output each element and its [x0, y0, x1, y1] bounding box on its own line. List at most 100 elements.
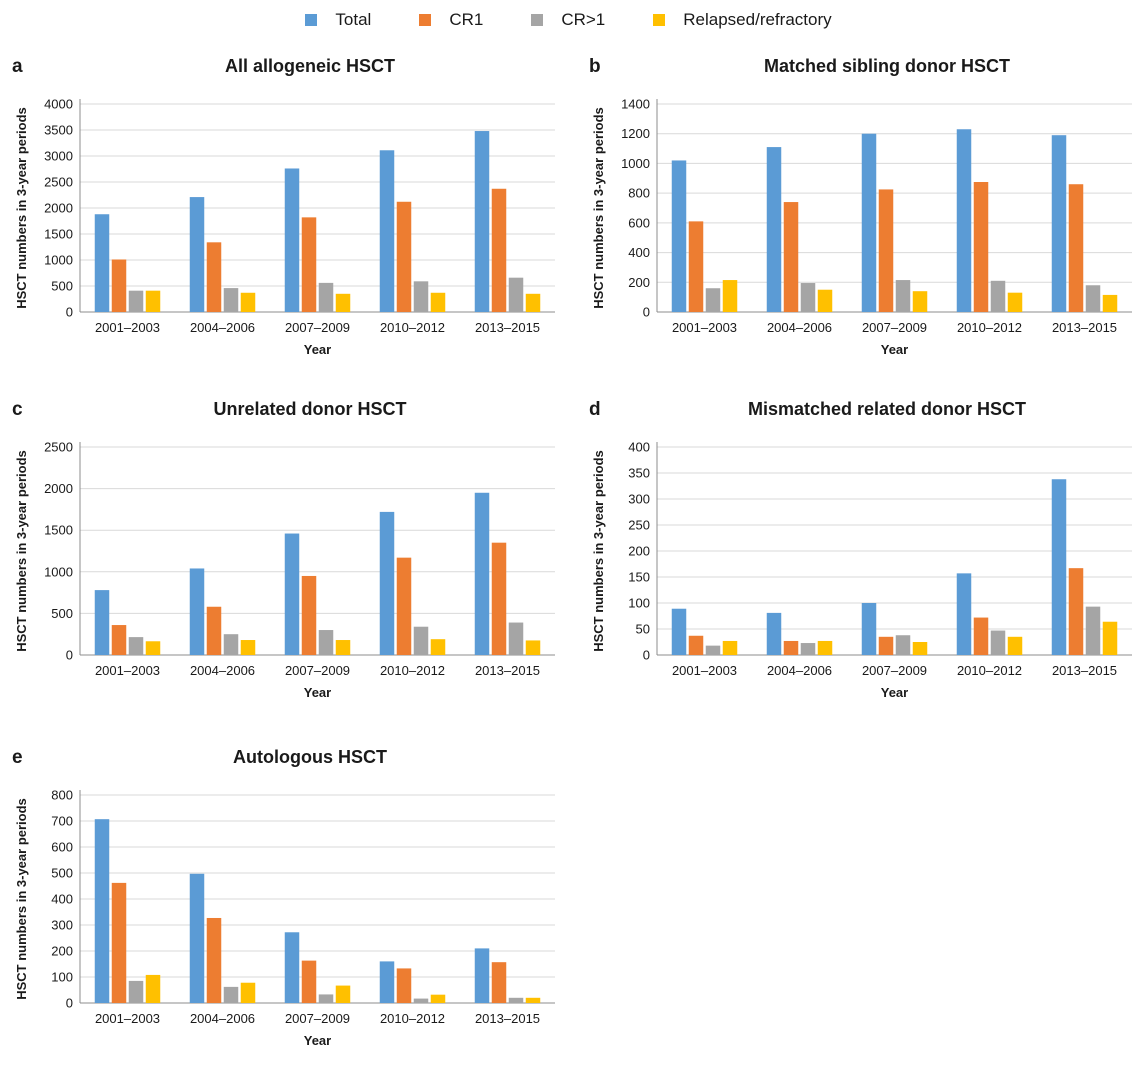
bar-cr-gt-1 [128, 637, 144, 655]
bar-total [1051, 479, 1067, 655]
bar-cr-gt-1 [223, 986, 239, 1003]
bar-relapsed-refractory [817, 640, 833, 655]
bar-cr1 [396, 557, 412, 655]
x-tick-label: 2013–2015 [1052, 663, 1117, 678]
bar-cr1 [491, 188, 507, 312]
bar-cr-gt-1 [990, 630, 1006, 655]
bar-total [379, 961, 395, 1003]
bar-cr1 [396, 201, 412, 312]
bar-total [861, 603, 877, 655]
bar-relapsed-refractory [240, 982, 256, 1003]
y-tick-label: 250 [628, 518, 650, 533]
legend-item-relapsed-refractory: Relapsed/refractory [653, 10, 832, 30]
bar-total [956, 573, 972, 655]
bar-cr-gt-1 [128, 980, 144, 1003]
x-tick-label: 2007–2009 [285, 663, 350, 678]
x-tick-label: 2013–2015 [475, 320, 540, 335]
legend-swatch-cr-gt-1 [531, 14, 544, 26]
chart-a: 0 500 1000 1500 2000 2500 3000 3500 4000 2001–200… [14, 97, 555, 357]
bar-cr-gt-1 [895, 635, 911, 655]
y-tick-label: 1000 [44, 564, 73, 579]
y-tick-label: 0 [66, 996, 73, 1011]
panel-b: b Matched sibling donor HSCT 0 200 400 600 8… [577, 54, 1137, 374]
x-axis-title: Year [881, 342, 908, 357]
bar-cr-gt-1 [223, 634, 239, 655]
x-tick-label: 2004–2006 [767, 663, 832, 678]
y-tick-label: 700 [51, 814, 73, 829]
y-tick-label: 2500 [44, 440, 73, 455]
y-tick-label: 400 [628, 245, 650, 260]
bar-relapsed-refractory [722, 640, 738, 655]
y-tick-label: 150 [628, 570, 650, 585]
bar-cr-gt-1 [895, 280, 911, 312]
bar-total [956, 129, 972, 312]
bar-relapsed-refractory [525, 293, 541, 312]
bar-cr-gt-1 [508, 997, 524, 1003]
bar-relapsed-refractory [145, 974, 161, 1003]
bar-cr1 [688, 221, 704, 312]
bar-cr-gt-1 [318, 630, 334, 655]
bar-total [189, 873, 205, 1003]
legend-label-relapsed-refractory: Relapsed/refractory [683, 10, 832, 29]
y-tick-label: 1000 [44, 253, 73, 268]
x-tick-label: 2013–2015 [475, 663, 540, 678]
y-tick-label: 0 [66, 305, 73, 320]
bar-cr-gt-1 [1085, 606, 1101, 655]
bar-total [379, 511, 395, 655]
panel-title-b: Matched sibling donor HSCT [764, 56, 1010, 76]
x-tick-label: 2007–2009 [285, 320, 350, 335]
x-tick-label: 2007–2009 [862, 320, 927, 335]
panel-title-a: All allogeneic HSCT [224, 56, 396, 76]
y-tick-label: 1200 [621, 126, 650, 141]
bar-cr1 [973, 182, 989, 312]
y-tick-label: 2500 [44, 175, 73, 190]
bar-cr1 [1068, 184, 1084, 312]
bar-total [94, 819, 110, 1003]
chart-b: 0 200 400 600 800 1000 1200 1400 2001–2003 2004–2… [591, 97, 1132, 357]
y-axis-title: HSCT numbers in 3-year periods [591, 450, 606, 652]
bar-cr1 [301, 217, 317, 312]
chart-d: 0 50 100 150 200 250 300 350 400 2001–2003 2004–20… [591, 440, 1132, 700]
bar-cr1 [206, 242, 222, 312]
x-tick-label: 2004–2006 [190, 1011, 255, 1026]
chart-legend: Total CR1 CR>1 Relapsed/refractory [0, 6, 1137, 34]
bar-total [1051, 135, 1067, 312]
bar-total [189, 197, 205, 312]
x-tick-label: 2010–2012 [380, 320, 445, 335]
y-tick-label: 3000 [44, 149, 73, 164]
y-tick-label: 800 [51, 788, 73, 803]
bar-cr1 [396, 968, 412, 1003]
panel-letter-d: d [589, 399, 601, 420]
x-axis-title: Year [881, 685, 908, 700]
y-tick-label: 500 [51, 279, 73, 294]
bar-cr-gt-1 [318, 282, 334, 312]
bar-cr-gt-1 [128, 290, 144, 312]
bar-cr1 [491, 542, 507, 655]
x-tick-label: 2004–2006 [190, 320, 255, 335]
bar-relapsed-refractory [1102, 621, 1118, 655]
bar-cr-gt-1 [800, 283, 816, 312]
x-tick-label: 2010–2012 [957, 320, 1022, 335]
panel-d: d Mismatched related donor HSCT 0 50 100 15… [577, 397, 1137, 717]
x-tick-label: 2010–2012 [380, 663, 445, 678]
bar-relapsed-refractory [525, 640, 541, 655]
y-tick-label: 0 [66, 648, 73, 663]
bar-cr1 [111, 259, 127, 312]
y-tick-label: 1400 [621, 97, 650, 112]
legend-swatch-total [305, 14, 318, 26]
bar-cr-gt-1 [318, 994, 334, 1003]
bar-cr1 [491, 962, 507, 1003]
y-axis-title: HSCT numbers in 3-year periods [14, 107, 29, 309]
panel-letter-b: b [589, 56, 601, 77]
y-tick-label: 500 [51, 866, 73, 881]
bar-relapsed-refractory [145, 641, 161, 655]
y-tick-label: 200 [628, 544, 650, 559]
bar-total [94, 214, 110, 312]
bar-relapsed-refractory [430, 639, 446, 655]
bar-total [284, 932, 300, 1003]
bar-relapsed-refractory [1007, 636, 1023, 655]
y-tick-label: 300 [51, 918, 73, 933]
bar-cr1 [301, 575, 317, 655]
y-tick-label: 1500 [44, 523, 73, 538]
bar-relapsed-refractory [722, 280, 738, 312]
